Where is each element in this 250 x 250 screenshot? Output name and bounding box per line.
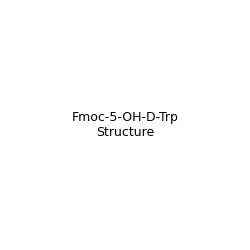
Text: Fmoc-5-OH-D-Trp
Structure: Fmoc-5-OH-D-Trp Structure: [72, 111, 178, 139]
